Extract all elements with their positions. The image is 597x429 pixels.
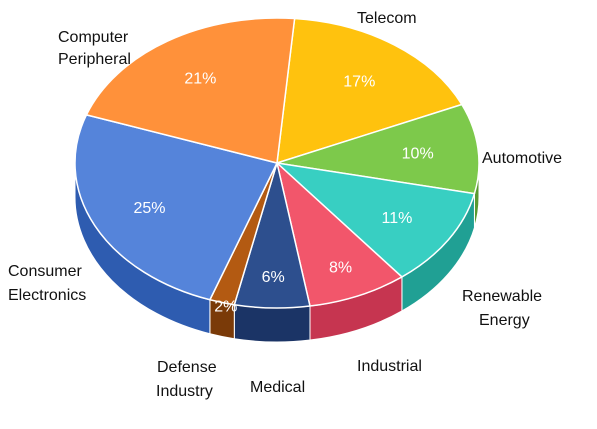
percent-labels-group: 17% 10% 11% 8% 6% 2% 25% 21% (133, 71, 433, 316)
label-computer-line2: Peripheral (58, 51, 131, 68)
pie-slice-computer-peripheral (85, 17, 296, 164)
label-telecom: Telecom (357, 10, 417, 27)
label-industrial: Industrial (357, 358, 422, 375)
label-consumer-line2: Electronics (8, 287, 86, 304)
percent-label-consumer-electronics: 25% (133, 200, 165, 217)
pie-top-group (74, 17, 480, 309)
label-automotive: Automotive (482, 150, 562, 167)
percent-label-computer-peripheral: 21% (184, 71, 216, 88)
label-medical: Medical (250, 379, 305, 396)
pie-slice-telecom (276, 17, 463, 164)
label-defense-line2: Industry (156, 383, 213, 400)
percent-label-medical: 6% (262, 269, 285, 286)
label-renewable-line1: Renewable (462, 288, 542, 305)
pie-slice-industrial (276, 162, 403, 307)
label-computer-line1: Computer (58, 29, 129, 46)
percent-label-industrial: 8% (329, 259, 352, 276)
percent-label-telecom: 17% (343, 73, 375, 90)
label-renewable-line2: Energy (479, 312, 530, 329)
category-labels-group: Telecom Automotive Renewable Energy Indu… (8, 10, 562, 400)
label-defense-line1: Defense (157, 359, 217, 376)
percent-label-automotive: 10% (402, 146, 434, 163)
percent-label-renewable-energy: 11% (381, 210, 412, 227)
pie-side-medical (233, 304, 311, 343)
label-consumer-line1: Consumer (8, 263, 82, 280)
pie-slice-automotive (276, 103, 480, 195)
percent-label-defense-industry: 2% (214, 298, 237, 315)
pie-slice-renewable-energy (276, 162, 476, 278)
pie-slice-consumer-electronics (74, 114, 278, 301)
